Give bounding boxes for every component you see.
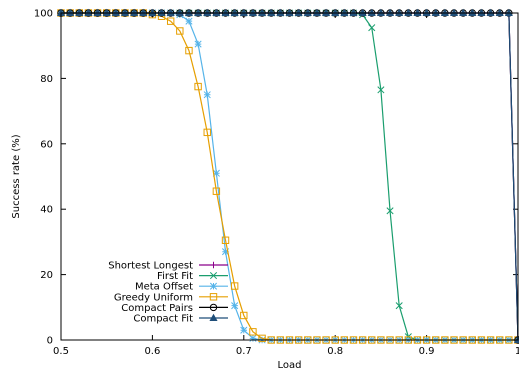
legend-marker xyxy=(209,282,218,290)
data-point-greedy-uniform xyxy=(240,311,248,320)
legend-item-first-fit: First Fit xyxy=(157,271,228,282)
data-point-greedy-uniform xyxy=(203,128,211,137)
y-tick-label: 60 xyxy=(40,139,53,150)
data-point-first-fit xyxy=(377,86,385,94)
y-tick-label: 20 xyxy=(40,270,53,281)
legend-label: Compact Pairs xyxy=(121,303,193,314)
legend-item-shortest-longest: Shortest Longest xyxy=(108,261,228,272)
x-tick-label: 0.9 xyxy=(419,346,435,357)
data-point-meta-offset xyxy=(194,40,202,48)
x-tick-label: 0.6 xyxy=(144,346,160,357)
data-point-meta-offset xyxy=(185,17,193,25)
data-point-greedy-uniform xyxy=(212,187,221,195)
y-tick-label: 100 xyxy=(34,9,53,20)
legend-marker xyxy=(209,303,218,312)
x-tick-label: 1 xyxy=(515,346,519,357)
legend-item-compact-pairs: Compact Pairs xyxy=(121,303,228,314)
data-point-meta-offset xyxy=(249,334,257,342)
data-point-greedy-uniform xyxy=(258,334,266,343)
legend-item-meta-offset: Meta Offset xyxy=(135,282,228,293)
data-point-greedy-uniform xyxy=(194,82,202,91)
data-point-first-fit xyxy=(395,302,403,310)
data-point-meta-offset xyxy=(240,326,248,334)
y-tick-label: 80 xyxy=(40,74,53,85)
data-point-first-fit xyxy=(368,24,376,32)
data-point-meta-offset xyxy=(221,248,230,256)
legend-marker xyxy=(209,313,218,322)
data-point-meta-offset xyxy=(212,169,220,177)
x-tick-label: 0.7 xyxy=(236,346,252,357)
data-point-meta-offset xyxy=(231,302,239,310)
y-tick-label: 0 xyxy=(47,336,53,347)
legend-label: Shortest Longest xyxy=(108,261,193,272)
y-axis-label: Success rate (%) xyxy=(11,134,22,218)
data-point-greedy-uniform xyxy=(230,282,239,290)
x-tick-label: 0.8 xyxy=(327,346,343,357)
legend-label: Compact Fit xyxy=(133,314,193,325)
data-point-meta-offset xyxy=(203,91,211,99)
legend-label: Greedy Uniform xyxy=(114,292,193,303)
legend-item-compact-fit: Compact Fit xyxy=(133,314,228,325)
x-axis-label: Load xyxy=(278,360,302,371)
plot-frame xyxy=(60,12,519,341)
data-point-greedy-uniform xyxy=(176,27,184,35)
data-point-first-fit xyxy=(386,207,394,215)
data-point-greedy-uniform xyxy=(221,236,230,244)
legend-marker xyxy=(209,293,218,301)
legend-label: First Fit xyxy=(157,271,193,282)
legend-marker xyxy=(210,261,217,269)
y-tick-label: 40 xyxy=(40,205,53,216)
legend-item-greedy-uniform: Greedy Uniform xyxy=(114,292,228,303)
legend-label: Meta Offset xyxy=(135,282,193,293)
data-point-greedy-uniform xyxy=(249,328,257,336)
legend-marker xyxy=(209,272,218,280)
data-point-greedy-uniform xyxy=(185,46,193,55)
x-tick-label: 0.5 xyxy=(53,346,69,357)
data-point-greedy-uniform xyxy=(166,17,175,25)
